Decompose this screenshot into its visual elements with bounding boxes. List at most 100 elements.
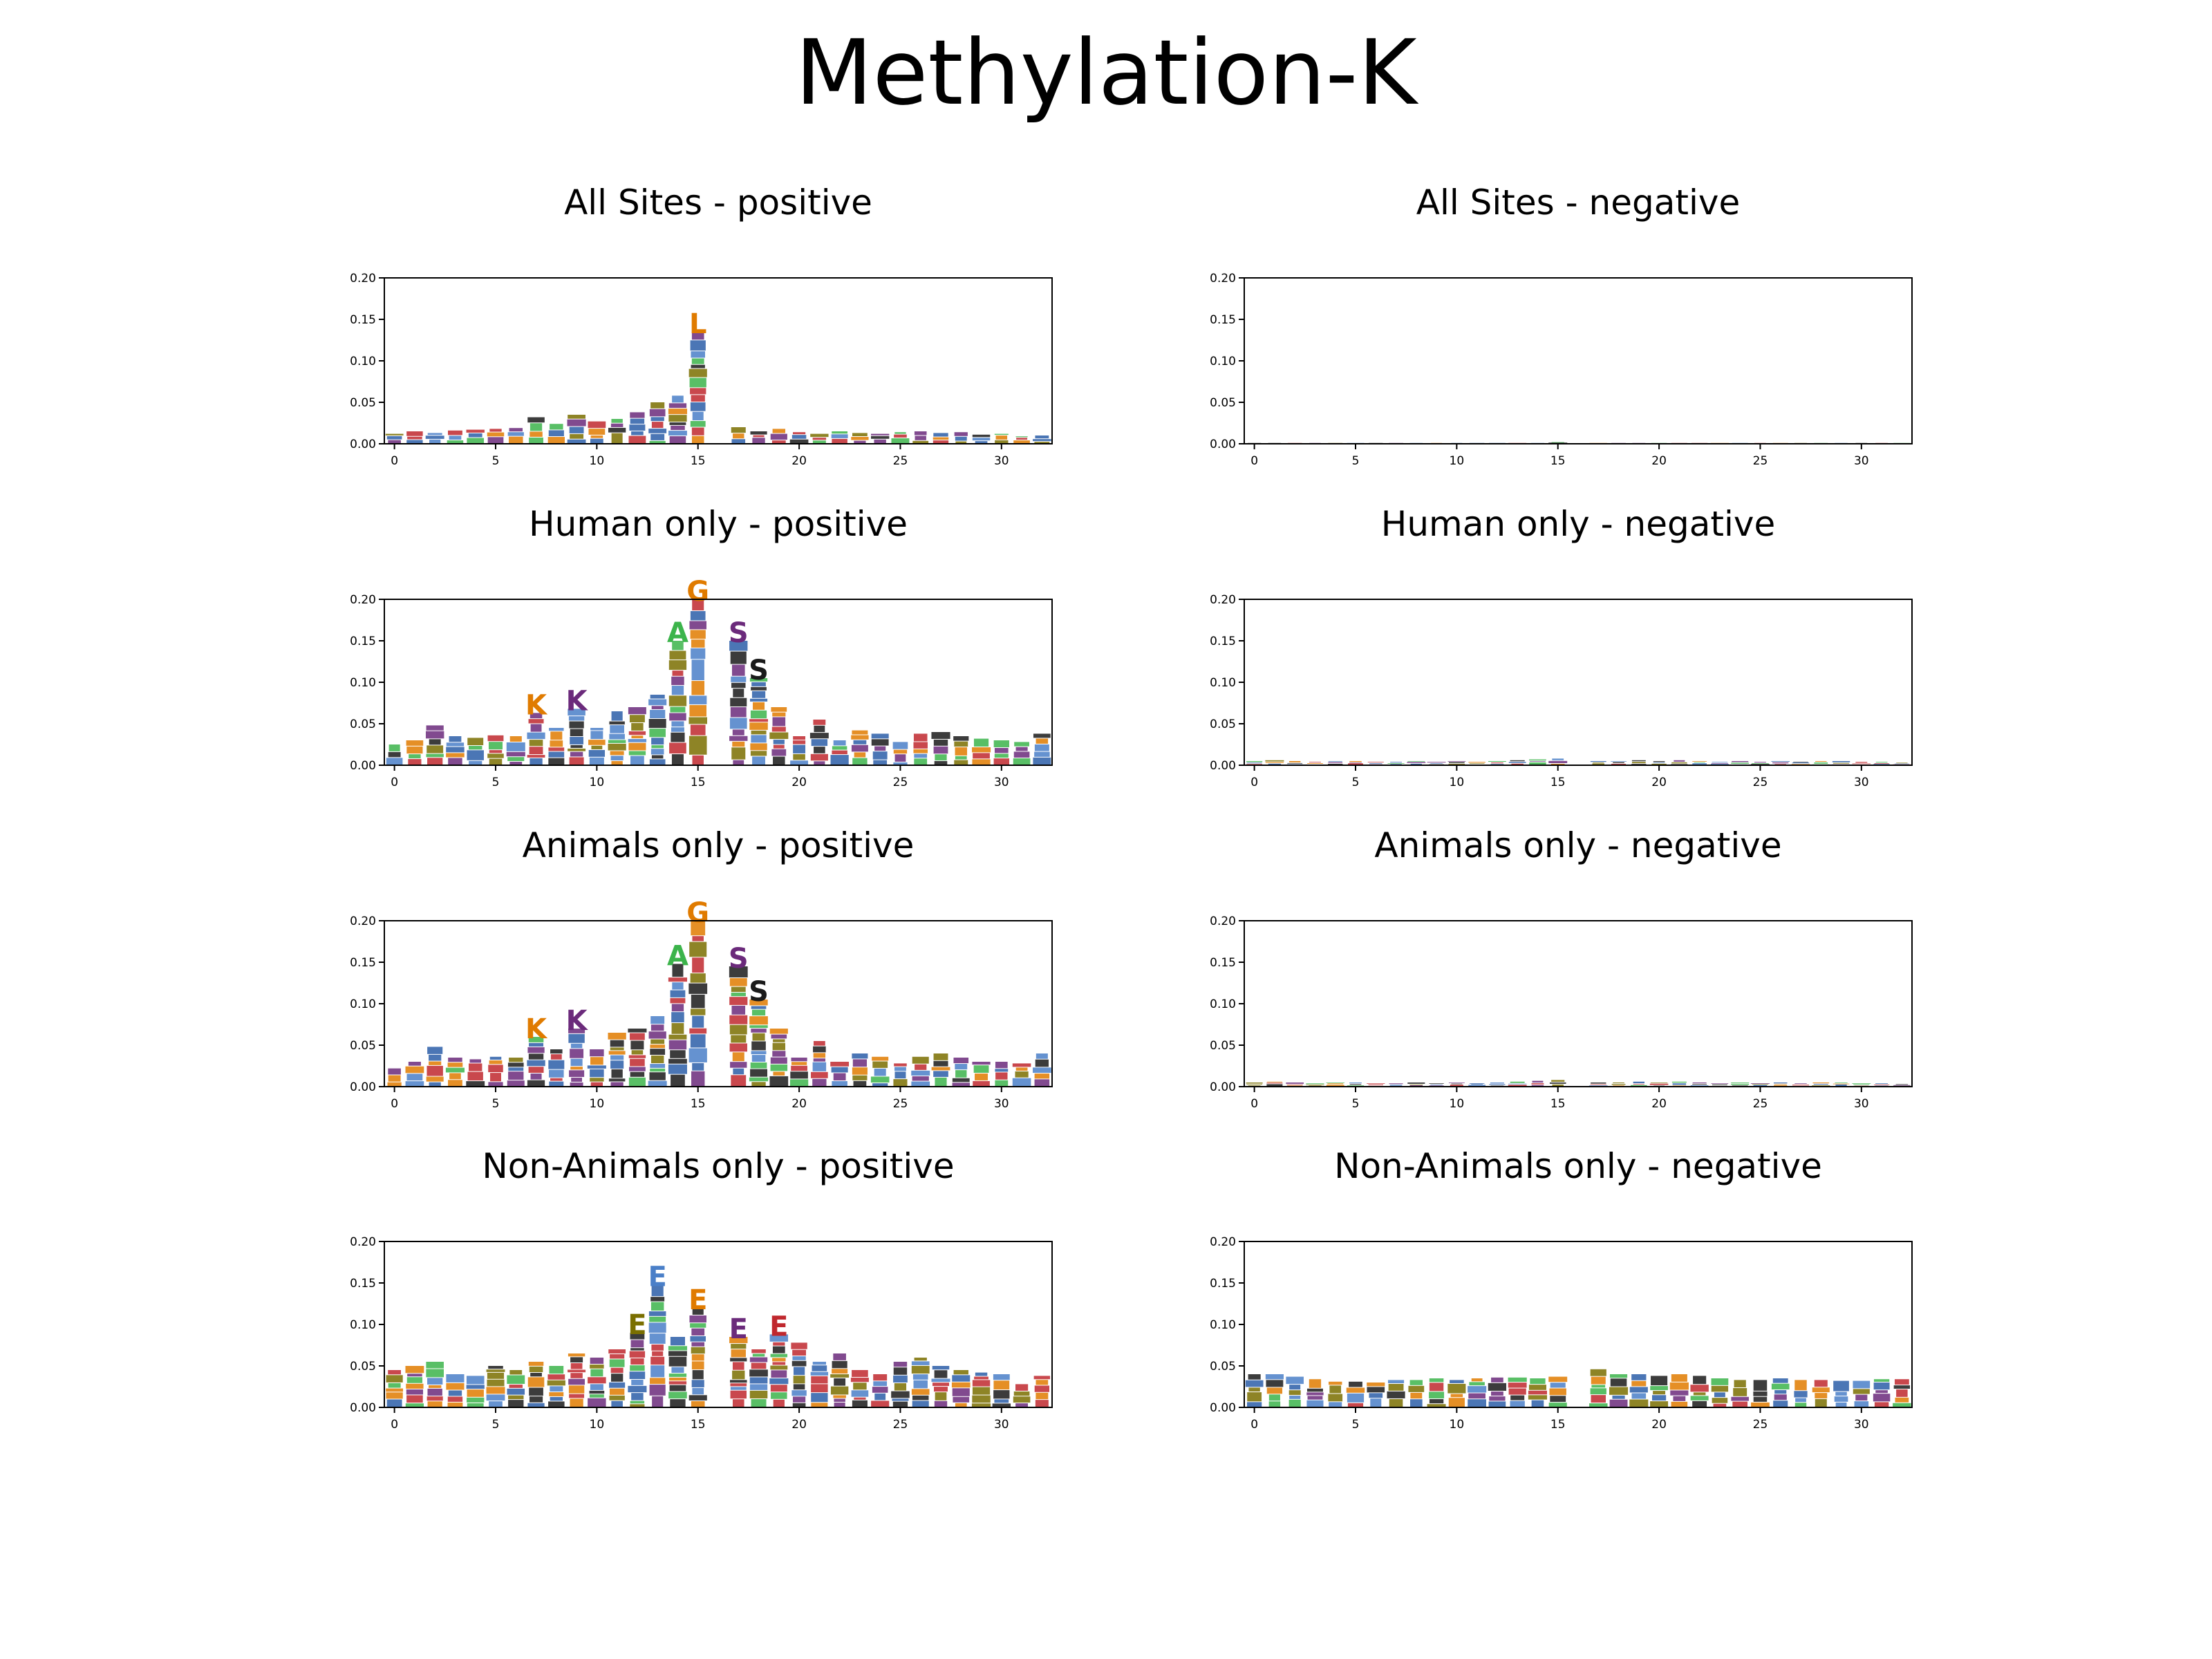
logo-letter xyxy=(629,424,646,431)
logo-column xyxy=(1245,1374,1264,1407)
x-tick-label: 15 xyxy=(691,454,706,468)
logo-letter xyxy=(427,1047,443,1054)
logo-letter xyxy=(488,1366,503,1369)
logo-letter xyxy=(749,1369,768,1377)
logo-letter xyxy=(629,1371,646,1380)
logo-letter xyxy=(792,1356,806,1360)
logo-letter xyxy=(750,751,767,756)
logo-letter xyxy=(1369,762,1382,764)
logo-column xyxy=(1731,761,1750,765)
logo-letter xyxy=(1265,1374,1284,1380)
logo-letter xyxy=(388,1075,401,1082)
logo-letter xyxy=(1529,761,1546,762)
logo-letter xyxy=(994,433,1009,435)
logo-column xyxy=(648,402,667,443)
logo-column xyxy=(789,432,809,443)
logo-letter xyxy=(995,1080,1009,1086)
logo-letter xyxy=(812,440,826,443)
logo-letter xyxy=(975,1073,988,1080)
logo-letter xyxy=(874,439,886,443)
logo-letter xyxy=(1631,760,1646,762)
logo-letter xyxy=(1613,762,1624,763)
y-tick-label: 0.20 xyxy=(1210,1235,1236,1249)
logo-letter xyxy=(1268,1401,1281,1407)
logo-letter xyxy=(1450,1394,1463,1398)
logo-letter xyxy=(671,1012,684,1023)
logo-letter xyxy=(1550,1382,1566,1388)
logo-column xyxy=(668,395,688,443)
logo-letter xyxy=(425,435,444,439)
logo-letter xyxy=(1015,1071,1029,1078)
logo-letter xyxy=(791,1360,807,1367)
logo-letter xyxy=(1429,1399,1444,1404)
logo-letter xyxy=(1732,1401,1748,1407)
logo-letter xyxy=(689,704,707,717)
y-tick-label: 0.05 xyxy=(350,396,376,410)
logo-letter xyxy=(751,1399,767,1407)
logo-letter xyxy=(628,751,646,756)
logo-letter xyxy=(833,1395,846,1398)
logo-letter xyxy=(752,1033,765,1041)
logo-letter xyxy=(813,1058,826,1062)
logo-letter xyxy=(873,1381,888,1387)
logo-letter xyxy=(670,706,686,713)
logo-letter xyxy=(527,1403,545,1407)
logo-column xyxy=(971,1372,991,1407)
logo-letter xyxy=(1306,1400,1324,1407)
logo-letter xyxy=(1791,764,1810,765)
logo-letter xyxy=(446,1382,465,1390)
logo-letter xyxy=(1034,744,1049,751)
logo-column xyxy=(1328,761,1343,765)
logo-letter xyxy=(1347,1085,1365,1087)
logo-column xyxy=(466,1059,485,1086)
logo-letter xyxy=(609,733,625,740)
logo-letter xyxy=(952,1375,971,1382)
logo-letter xyxy=(1609,1399,1628,1407)
logo-column xyxy=(770,429,787,443)
logo-letter xyxy=(1751,764,1770,765)
logo-letter xyxy=(1854,1401,1869,1407)
logo-letter xyxy=(489,1401,503,1407)
logo-letter xyxy=(406,431,423,436)
logo-letter xyxy=(1690,1085,1709,1086)
logo-letter xyxy=(1015,747,1028,751)
x-tick-label: 5 xyxy=(492,1418,500,1432)
logo-letter xyxy=(1774,1394,1787,1400)
logo-letter xyxy=(1016,438,1028,440)
logo-letter xyxy=(791,1342,807,1349)
logo-top-letter: E xyxy=(769,1311,788,1342)
logo-letter xyxy=(1289,1396,1301,1399)
logo-letter xyxy=(732,729,744,735)
logo-letter xyxy=(952,1078,970,1082)
logo-letter xyxy=(429,1054,442,1061)
logo-letter xyxy=(1286,1376,1304,1385)
logo-letter xyxy=(489,1056,502,1060)
logo-letter xyxy=(992,1403,1011,1407)
logo-letter xyxy=(630,1365,645,1371)
y-tick-label: 0.20 xyxy=(350,1235,376,1249)
logo-column xyxy=(1013,742,1031,765)
logo-letter xyxy=(1714,1392,1725,1398)
logo-letter xyxy=(931,732,950,739)
logo-letter xyxy=(406,1395,423,1403)
logo-letter xyxy=(588,429,606,435)
logo-letter xyxy=(813,1041,825,1046)
logo-letter xyxy=(1309,1085,1322,1087)
logo-column xyxy=(1731,1082,1750,1087)
logo-column xyxy=(891,432,910,443)
logo-letter xyxy=(608,1078,626,1082)
logo-letter xyxy=(1609,1374,1628,1378)
logo-letter xyxy=(447,440,464,443)
logo-letter xyxy=(933,746,948,754)
logo-column xyxy=(628,1029,647,1086)
y-tick-label: 0.20 xyxy=(350,593,376,607)
logo-letter xyxy=(751,1362,767,1369)
logo-column xyxy=(1794,1380,1808,1407)
logo-column: E xyxy=(688,1284,707,1407)
logo-letter xyxy=(1450,1085,1463,1086)
logo-letter xyxy=(529,747,543,755)
logo-letter xyxy=(568,1033,585,1043)
logo-top-letter: S xyxy=(729,617,749,649)
logo-letter xyxy=(792,1396,806,1403)
y-tick-label: 0.15 xyxy=(1210,313,1236,327)
